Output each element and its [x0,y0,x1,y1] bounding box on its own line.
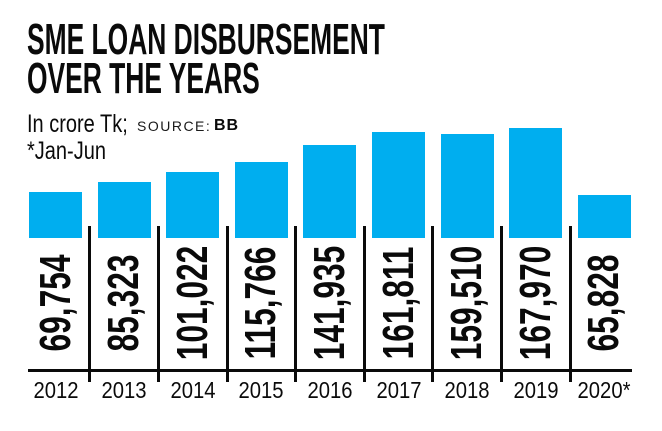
bar-value-label: 159,510 [442,245,492,361]
bar [303,145,357,238]
bar-value-label: 69,754 [30,254,80,352]
year-label: 2018 [444,377,490,403]
source-value: BB [214,117,240,134]
bar [372,132,425,238]
bar-value-label: 65,828 [579,254,629,352]
footnote: *Jan-Jun [27,137,106,165]
bar-value-label: 115,766 [236,246,286,360]
year-label: 2014 [170,377,216,403]
source-label: SOURCE: [137,118,212,134]
bar-value-label: 167,970 [510,245,560,361]
column-divider [568,226,572,382]
chart-title: SME LOAN DISBURSEMENT OVER THE YEARS [27,15,385,103]
bar [29,192,82,238]
unit-label: In crore Tk; [27,110,128,138]
year-label: 2015 [238,377,284,403]
bar [234,162,288,238]
year-label: 2019 [513,377,559,403]
year-label: 2016 [307,377,353,403]
year-label: 2020* [577,377,631,403]
column-divider [88,226,92,382]
chart-title-line1: SME LOAN DISBURSEMENT [27,15,385,64]
bar [577,195,631,238]
bar [166,172,220,238]
column-divider [499,226,503,382]
column-divider [431,226,435,382]
bar-value-label: 161,811 [373,246,423,360]
year-label: 2013 [101,377,147,403]
bar-value-label: 101,022 [167,245,217,361]
bar [97,182,151,238]
column-divider [156,226,160,382]
column-divider [362,226,366,382]
axis-line [28,369,632,372]
bar-value-label: 141,935 [304,245,354,361]
bar [440,134,494,238]
chart-title-line2: OVER THE YEARS [27,54,260,103]
bar-value-label: 85,323 [99,254,149,352]
year-label: 2012 [32,377,79,403]
column-divider [225,226,229,382]
year-label: 2017 [375,377,422,403]
column-divider [294,226,298,382]
bar [509,128,563,238]
